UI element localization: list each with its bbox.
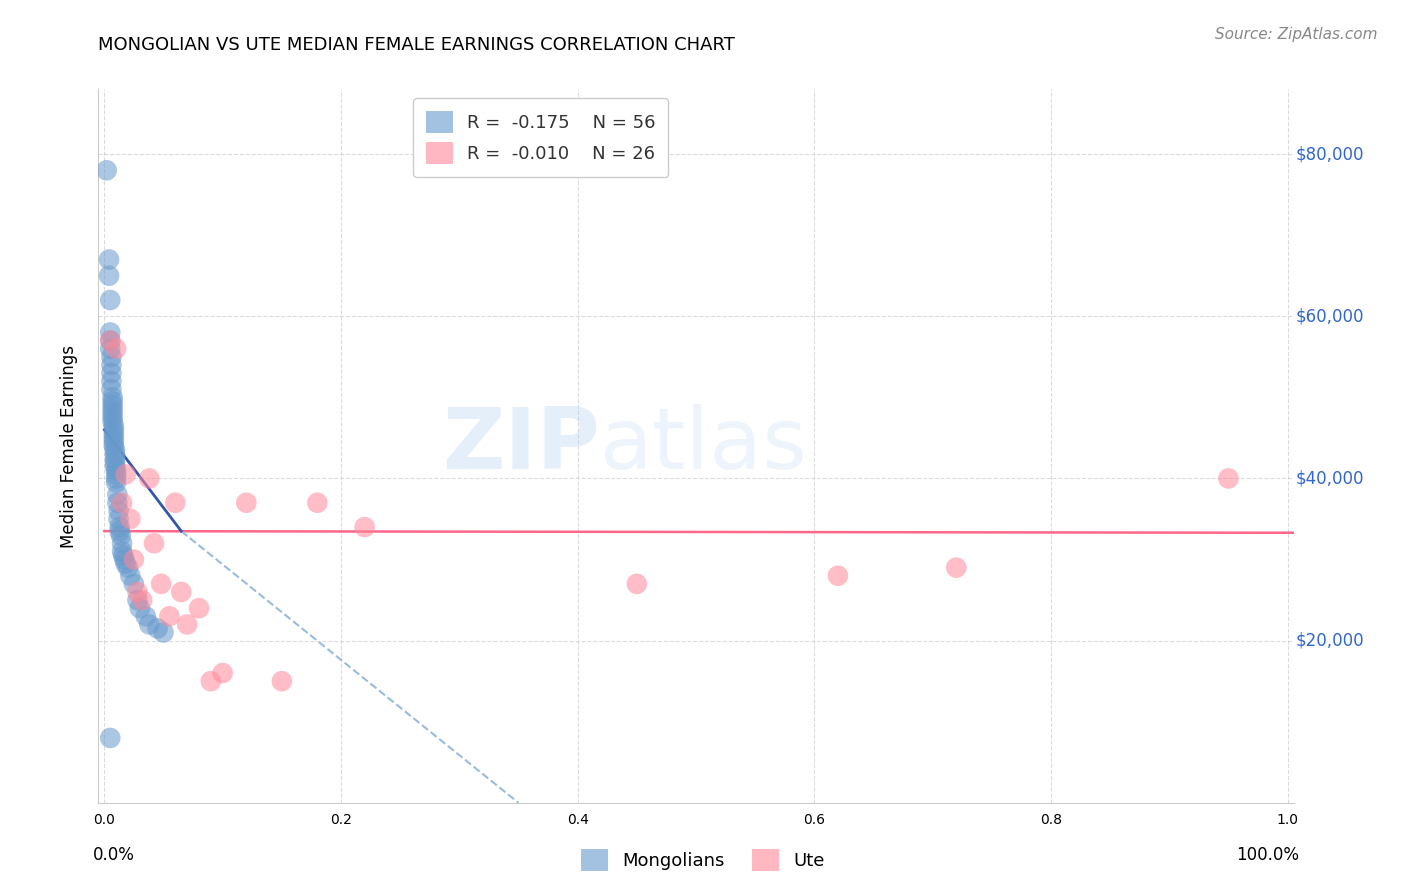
Text: MONGOLIAN VS UTE MEDIAN FEMALE EARNINGS CORRELATION CHART: MONGOLIAN VS UTE MEDIAN FEMALE EARNINGS … <box>98 36 735 54</box>
Point <box>110 528 132 542</box>
Point <box>188 601 211 615</box>
Point <box>114 557 136 571</box>
Point <box>104 455 127 469</box>
Point <box>107 504 129 518</box>
Text: Source: ZipAtlas.com: Source: ZipAtlas.com <box>1215 27 1378 42</box>
Point <box>120 568 142 582</box>
Point <box>105 471 128 485</box>
Point <box>100 382 122 396</box>
Point <box>111 544 134 558</box>
Point <box>157 609 180 624</box>
Point <box>101 407 124 421</box>
Point <box>104 459 127 474</box>
Point <box>1218 471 1240 485</box>
Point <box>107 512 129 526</box>
Point <box>100 350 122 364</box>
Y-axis label: Median Female Earnings: Median Female Earnings <box>59 344 77 548</box>
Point <box>101 415 124 429</box>
Text: $40,000: $40,000 <box>1296 469 1364 487</box>
Point <box>138 617 160 632</box>
Point <box>827 568 849 582</box>
Point <box>165 496 187 510</box>
Point <box>101 399 124 413</box>
Point <box>112 549 135 563</box>
Text: 0.0%: 0.0% <box>93 846 135 863</box>
Point <box>101 402 124 417</box>
Point <box>103 434 125 449</box>
Point <box>101 394 124 409</box>
Point <box>128 601 150 615</box>
Point <box>105 467 128 482</box>
Text: $20,000: $20,000 <box>1296 632 1365 649</box>
Point <box>100 374 122 388</box>
Point <box>111 536 134 550</box>
Legend: Mongolians, Ute: Mongolians, Ute <box>574 842 832 879</box>
Point <box>270 674 292 689</box>
Point <box>127 593 149 607</box>
Point <box>626 577 648 591</box>
Point <box>108 520 131 534</box>
Point <box>103 431 125 445</box>
Point <box>150 577 173 591</box>
Point <box>117 560 139 574</box>
Point <box>100 358 122 372</box>
Point <box>101 390 124 404</box>
Point <box>105 463 128 477</box>
Point <box>98 731 121 745</box>
Point <box>103 439 125 453</box>
Point <box>111 496 134 510</box>
Point <box>98 342 121 356</box>
Point <box>103 423 125 437</box>
Point <box>104 443 127 458</box>
Text: ZIP: ZIP <box>443 404 600 488</box>
Point <box>138 471 160 485</box>
Point <box>170 585 193 599</box>
Point <box>127 585 149 599</box>
Point <box>120 512 142 526</box>
Point <box>104 451 127 466</box>
Point <box>135 609 157 624</box>
Point <box>235 496 257 510</box>
Point <box>945 560 967 574</box>
Point <box>100 366 122 380</box>
Point <box>103 426 125 441</box>
Legend: R =  -0.175    N = 56, R =  -0.010    N = 26: R = -0.175 N = 56, R = -0.010 N = 26 <box>413 98 668 177</box>
Point <box>105 488 128 502</box>
Point <box>98 293 121 307</box>
Point <box>307 496 329 510</box>
Point <box>122 552 145 566</box>
Point <box>146 622 169 636</box>
Point <box>131 593 153 607</box>
Point <box>98 334 121 348</box>
Text: atlas: atlas <box>600 404 808 488</box>
Text: $80,000: $80,000 <box>1296 145 1364 163</box>
Point <box>98 268 121 283</box>
Point <box>200 674 222 689</box>
Point <box>98 334 121 348</box>
Point <box>143 536 166 550</box>
Point <box>105 475 128 490</box>
Point <box>104 447 127 461</box>
Point <box>152 625 174 640</box>
Point <box>353 520 375 534</box>
Point <box>101 410 124 425</box>
Point <box>96 163 118 178</box>
Point <box>103 418 125 433</box>
Point <box>105 342 128 356</box>
Point <box>108 524 131 538</box>
Point <box>98 326 121 340</box>
Text: 100.0%: 100.0% <box>1236 846 1299 863</box>
Point <box>114 552 136 566</box>
Point <box>122 577 145 591</box>
Point <box>114 467 136 482</box>
Text: $60,000: $60,000 <box>1296 307 1364 326</box>
Point <box>176 617 198 632</box>
Point <box>105 496 128 510</box>
Point <box>98 252 121 267</box>
Point <box>211 666 233 681</box>
